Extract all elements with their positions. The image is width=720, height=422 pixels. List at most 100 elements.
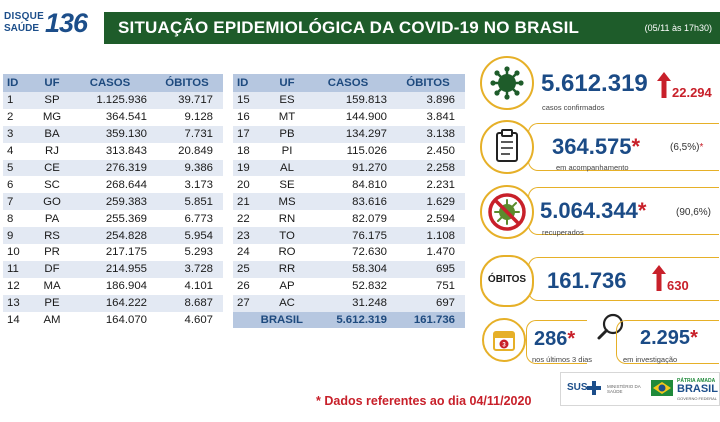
- cell-obitos: 8.687: [151, 294, 223, 312]
- cell-casos: 164.222: [69, 294, 151, 312]
- column-header-uf: UF: [269, 74, 305, 92]
- cell-obitos: 4.607: [151, 311, 223, 329]
- cell-id: 19: [233, 159, 269, 177]
- cell-obitos: 4.101: [151, 277, 223, 295]
- cell-casos: 259.383: [69, 193, 151, 211]
- total-row: BRASIL 5.612.319 161.736: [233, 311, 465, 329]
- deaths-badge: ÓBITOS: [480, 255, 534, 307]
- cell-id: 22: [233, 210, 269, 228]
- monitoring-pct-value: (6,5%): [670, 142, 700, 153]
- total-label: BRASIL: [233, 311, 305, 329]
- deaths-delta: 630: [667, 278, 689, 293]
- cell-casos: 313.843: [69, 142, 151, 160]
- cell-casos: 91.270: [305, 159, 391, 177]
- cell-id: 20: [233, 176, 269, 194]
- cell-casos: 84.810: [305, 176, 391, 194]
- cell-uf: MS: [269, 193, 305, 211]
- cell-obitos: 695: [391, 260, 465, 278]
- cell-obitos: 6.773: [151, 210, 223, 228]
- logo-line-1: DISQUE: [4, 11, 45, 22]
- cell-casos: 144.900: [305, 108, 391, 126]
- cell-id: 5: [3, 159, 35, 177]
- cell-casos: 1.125.936: [69, 92, 151, 109]
- cell-casos: 276.319: [69, 159, 151, 177]
- cell-uf: DF: [35, 260, 69, 278]
- cell-uf: AM: [35, 311, 69, 329]
- clipboard-icon: [496, 129, 518, 162]
- total-casos: 5.612.319: [305, 311, 391, 329]
- cell-obitos: 697: [391, 294, 465, 312]
- investigating-label: em investigação: [623, 355, 678, 364]
- cell-obitos: 2.450: [391, 142, 465, 160]
- cell-obitos: 2.594: [391, 210, 465, 228]
- virus-icon-circle: [480, 56, 534, 110]
- brazil-flag-icon: [651, 380, 673, 396]
- gov-line-2: BRASIL: [677, 383, 718, 395]
- cell-id: 2: [3, 108, 35, 126]
- cell-obitos: 2.231: [391, 176, 465, 194]
- cell-obitos: 1.629: [391, 193, 465, 211]
- cell-uf: AL: [269, 159, 305, 177]
- table-row: 9 RS 254.828 5.954: [3, 227, 223, 245]
- investigating-star: *: [690, 327, 698, 349]
- cell-uf: PE: [35, 294, 69, 312]
- cell-casos: 72.630: [305, 244, 391, 261]
- cell-id: 8: [3, 210, 35, 228]
- cell-uf: SE: [269, 176, 305, 194]
- cell-id: 11: [3, 260, 35, 278]
- cell-id: 15: [233, 92, 269, 109]
- cell-obitos: 7.731: [151, 125, 223, 143]
- table-row: 17 PB 134.297 3.138: [233, 125, 465, 143]
- cell-id: 21: [233, 193, 269, 211]
- table-row: 11 DF 214.955 3.728: [3, 260, 223, 278]
- cell-uf: RO: [269, 244, 305, 261]
- cell-uf: ES: [269, 92, 305, 109]
- column-header-casos: CASOS: [69, 74, 151, 92]
- cell-uf: AC: [269, 294, 305, 312]
- cell-uf: PR: [35, 244, 69, 261]
- cell-casos: 268.644: [69, 176, 151, 194]
- table-header-row: ID UF CASOS ÓBITOS: [3, 74, 223, 92]
- confirmed-cases-value: 5.612.319: [541, 70, 648, 97]
- cell-casos: 83.616: [305, 193, 391, 211]
- cell-obitos: 3.173: [151, 176, 223, 194]
- recovered-percentage: (90,6%): [676, 207, 712, 218]
- table-row: 3 BA 359.130 7.731: [3, 125, 223, 143]
- last3days-number: 286: [534, 328, 568, 350]
- cell-id: 14: [3, 311, 35, 329]
- cell-obitos: 3.138: [391, 125, 465, 143]
- cell-id: 9: [3, 227, 35, 245]
- monitoring-star: *: [631, 134, 641, 159]
- sus-cross-icon: [587, 381, 601, 395]
- table-row: 8 PA 255.369 6.773: [3, 210, 223, 228]
- table-row: 15 ES 159.813 3.896: [233, 92, 465, 109]
- calendar-icon: 3: [493, 331, 515, 351]
- ministry-label: MINISTÉRIO DA SAÚDE: [607, 384, 641, 394]
- column-header-obitos: ÓBITOS: [391, 74, 465, 92]
- clipboard-icon-circle: [480, 120, 534, 174]
- table-body-left: 1 SP 1.125.936 39.717 2 MG 364.541 9.128 3 BA 359.…: [3, 92, 223, 329]
- total-obitos: 161.736: [391, 311, 465, 329]
- no-virus-icon: [488, 193, 526, 231]
- cell-id: 18: [233, 142, 269, 160]
- cell-id: 6: [3, 176, 35, 194]
- table-row: 24 RO 72.630 1.470: [233, 244, 465, 261]
- up-arrow-icon: [652, 265, 666, 291]
- confirmed-cases-delta: 22.294: [672, 85, 712, 100]
- column-header-id: ID: [3, 74, 35, 92]
- cell-casos: 31.248: [305, 294, 391, 312]
- cell-id: 13: [3, 294, 35, 312]
- cell-casos: 58.304: [305, 260, 391, 278]
- header-bar: SITUAÇÃO EPIDEMIOLÓGICA DA COVID-19 NO B…: [104, 12, 720, 44]
- cell-uf: TO: [269, 227, 305, 245]
- table-header-row: ID UF CASOS ÓBITOS: [233, 74, 465, 92]
- recovered-label: recuperados: [542, 228, 584, 237]
- cell-id: 12: [3, 277, 35, 295]
- table-row: 21 MS 83.616 1.629: [233, 193, 465, 211]
- cell-casos: 134.297: [305, 125, 391, 143]
- cell-casos: 364.541: [69, 108, 151, 126]
- table-body-right: 15 ES 159.813 3.896 16 MT 144.900 3.841 17 PB 134.…: [233, 92, 465, 312]
- cell-id: 26: [233, 277, 269, 295]
- table-row: 18 PI 115.026 2.450: [233, 142, 465, 160]
- cell-id: 24: [233, 244, 269, 261]
